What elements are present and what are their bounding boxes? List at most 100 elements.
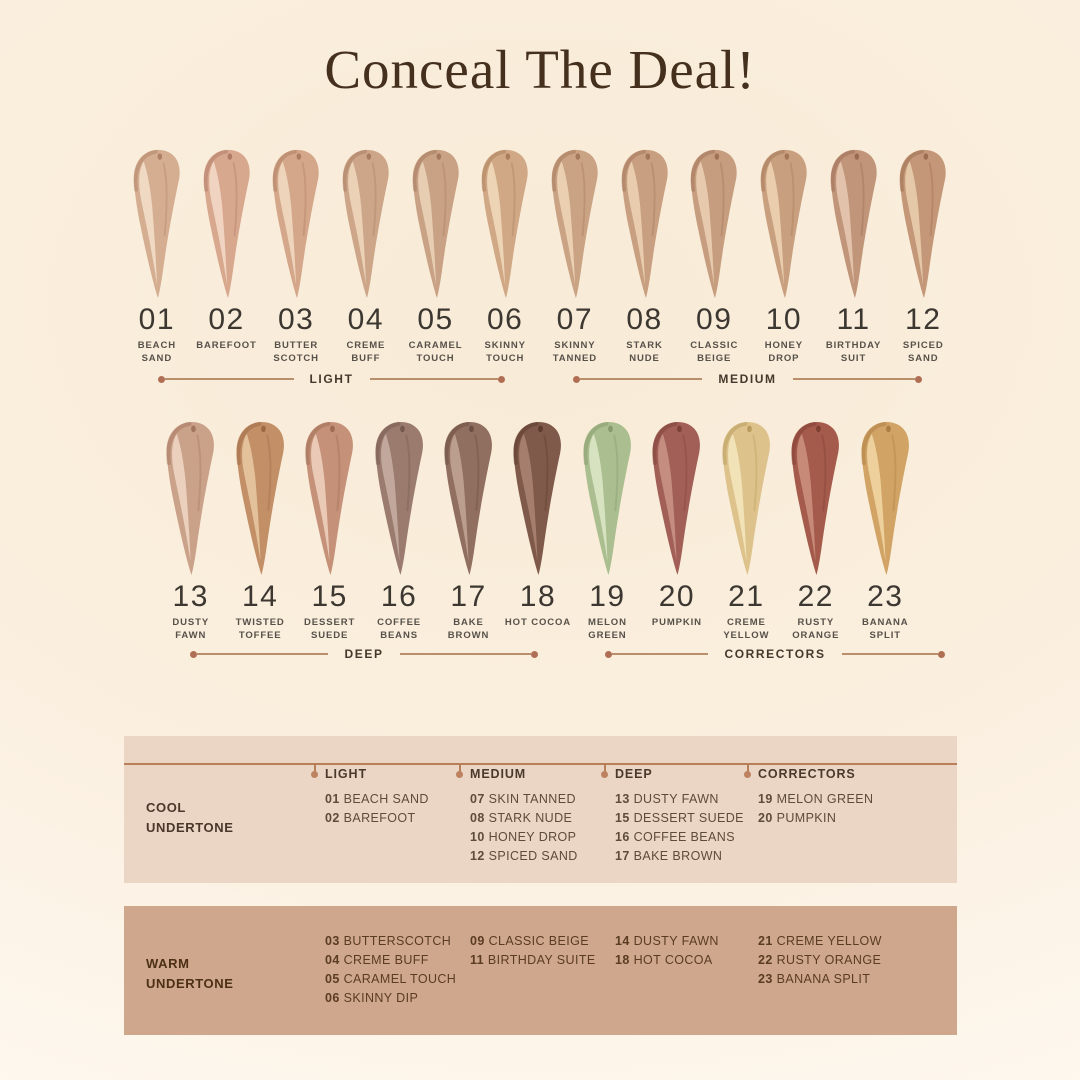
shade-name: SPICED SAND xyxy=(902,340,944,365)
shade-number: 06 xyxy=(487,303,524,336)
shade-cell-10: 10 HONEY DROP xyxy=(749,148,819,366)
shade-cell-08: 08 STARK NUDE xyxy=(610,148,680,366)
table-shade-item: 01 BEACH SAND xyxy=(325,792,429,806)
shade-number: 12 xyxy=(905,303,942,336)
cool-undertone-label: COOL UNDERTONE xyxy=(146,800,234,835)
table-shade-item: 15 DESSERT SUEDE xyxy=(615,811,744,825)
shade-name: SKINNY TOUCH xyxy=(484,340,526,365)
shade-number: 22 xyxy=(797,580,834,613)
bracket-dot xyxy=(190,650,197,658)
shade-cell-20: 20 PUMPKIN xyxy=(642,420,711,643)
shade-name: TWISTED TOFFEE xyxy=(235,617,285,642)
shade-cell-13: 13 DUSTY FAWN xyxy=(156,420,225,643)
shade-name: SKINNY TANNED xyxy=(552,340,597,365)
group-bracket-medium: MEDIUM xyxy=(573,372,923,386)
table-column-tick xyxy=(314,763,316,774)
bracket-line xyxy=(399,653,532,655)
shade-number: 08 xyxy=(626,303,663,336)
shade-number: 09 xyxy=(696,303,733,336)
shade-name: BEACH SAND xyxy=(137,340,176,365)
bracket-dot xyxy=(498,375,505,383)
concealer-smear-swatch xyxy=(305,421,354,576)
shade-number: 07 xyxy=(556,303,594,336)
concealer-smear-swatch xyxy=(203,149,250,299)
shade-cell-06: 06 SKINNY TOUCH xyxy=(470,148,540,366)
table-shade-item: 06 SKINNY DIP xyxy=(325,991,419,1005)
bracket-dot xyxy=(938,650,945,658)
concealer-smear-swatch xyxy=(899,149,946,299)
table-column: 21 CREME YELLOW 22 RUSTY ORANGE 23 BANANA … xyxy=(758,932,882,989)
cool-undertone-table: COOL UNDERTONE LIGHT 01 BEACH SAND 02 BARE… xyxy=(124,736,957,883)
table-shade-item: 08 STARK NUDE xyxy=(470,811,573,825)
table-shade-item: 09 CLASSIC BEIGE xyxy=(470,934,589,948)
shade-row-deep-correctors: 13 DUSTY FAWN 14 TWISTED TOFFEE 15 DESSERT … xyxy=(156,420,920,643)
concealer-smear-swatch xyxy=(513,421,562,576)
table-column: 14 DUSTY FAWN 18 HOT COCOA xyxy=(615,932,719,970)
warm-undertone-table: WARM UNDERTONE 03 BUTTERSCOTCH 04 CREME B… xyxy=(124,906,957,1035)
shade-row-light-medium: 01 BEACH SAND 02 BAREFOOT 03 BUTTER SCOTCH … xyxy=(122,148,958,366)
shade-cell-19: 19 MELON GREEN xyxy=(573,420,642,643)
concealer-smear-swatch xyxy=(791,421,840,576)
table-shade-item: 19 MELON GREEN xyxy=(758,792,874,806)
concealer-smear-swatch xyxy=(444,421,492,576)
bracket-dot xyxy=(158,375,165,383)
shade-cell-09: 09 CLASSIC BEIGE xyxy=(679,148,749,366)
shade-cell-22: 22 RUSTY ORANGE xyxy=(781,420,850,643)
concealer-smear-swatch xyxy=(481,149,528,299)
shade-name: MELON GREEN xyxy=(588,617,627,642)
table-column-header: MEDIUM xyxy=(470,767,527,781)
concealer-smear-swatch xyxy=(133,149,180,299)
bracket-line xyxy=(612,653,709,655)
table-column-dot xyxy=(456,771,463,778)
concealer-smear-swatch xyxy=(551,149,598,299)
concealer-smear-swatch xyxy=(722,421,770,576)
shade-name: HONEY DROP xyxy=(764,340,804,365)
bracket-label-correctors: CORRECTORS xyxy=(724,647,826,661)
table-shade-item: 05 CARAMEL TOUCH xyxy=(325,972,457,986)
table-shade-item: 20 PUMPKIN xyxy=(758,811,837,825)
shade-name: DESSERT SUEDE xyxy=(304,617,356,642)
shade-name: DUSTY FAWN xyxy=(172,617,210,642)
table-shade-item: 22 RUSTY ORANGE xyxy=(758,953,882,967)
shade-number: 13 xyxy=(172,580,209,613)
table-column: LIGHT 01 BEACH SAND 02 BAREFOOT xyxy=(325,767,429,828)
shade-number: 18 xyxy=(519,580,557,613)
bracket-label-medium: MEDIUM xyxy=(718,372,777,386)
shade-number: 01 xyxy=(138,303,176,336)
concealer-smear-swatch xyxy=(861,421,909,576)
shade-number: 11 xyxy=(836,303,871,336)
concealer-smear-swatch xyxy=(690,149,737,299)
table-shade-item: 03 BUTTERSCOTCH xyxy=(325,934,452,948)
table-shade-item: 18 HOT COCOA xyxy=(615,953,713,967)
table-column-header: LIGHT xyxy=(325,767,367,781)
table-column-dot xyxy=(601,771,608,778)
table-shade-item: 21 CREME YELLOW xyxy=(758,934,882,948)
shade-cell-02: 02 BAREFOOT xyxy=(192,148,262,366)
table-column: 03 BUTTERSCOTCH 04 CREME BUFF 05 CARAMEL T… xyxy=(325,932,456,1008)
table-column-header: DEEP xyxy=(615,767,653,781)
shade-cell-11: 11 BIRTHDAY SUIT xyxy=(819,148,889,366)
shade-cell-17: 17 BAKE BROWN xyxy=(434,420,503,643)
concealer-smear-swatch xyxy=(166,421,215,576)
shade-number: 17 xyxy=(450,580,487,613)
shade-number: 23 xyxy=(867,580,904,613)
table-column: MEDIUM 07 SKIN TANNED 08 STARK NUDE 10 HONE… xyxy=(470,767,578,866)
shade-name: RUSTY ORANGE xyxy=(792,617,840,642)
table-shade-item: 17 BAKE BROWN xyxy=(615,849,723,863)
shade-name: BAKE BROWN xyxy=(447,617,490,642)
concealer-smear-swatch xyxy=(236,421,284,576)
table-column-dot xyxy=(744,771,751,778)
table-shade-item: 07 SKIN TANNED xyxy=(470,792,576,806)
shade-cell-01: 01 BEACH SAND xyxy=(122,148,192,366)
group-bracket-correctors: CORRECTORS xyxy=(605,647,945,661)
table-shade-item: 02 BAREFOOT xyxy=(325,811,416,825)
bracket-label-light: LIGHT xyxy=(309,372,354,386)
bracket-label-deep: DEEP xyxy=(344,647,384,661)
shade-cell-18: 18 HOT COCOA xyxy=(503,420,572,643)
shade-name: CREME YELLOW xyxy=(723,617,770,642)
shade-name: CARAMEL TOUCH xyxy=(408,340,463,365)
shade-number: 20 xyxy=(658,580,696,613)
table-column-dot xyxy=(311,771,318,778)
table-column-tick xyxy=(604,763,606,774)
bracket-line xyxy=(580,378,703,380)
